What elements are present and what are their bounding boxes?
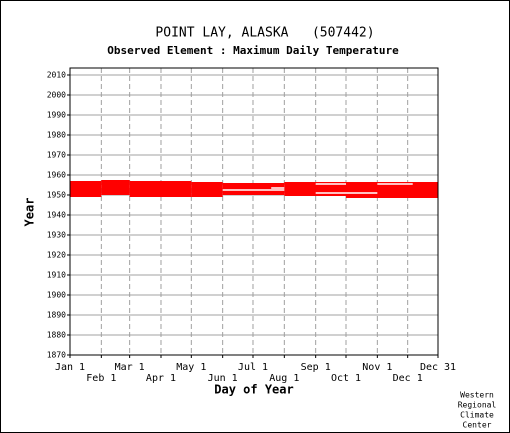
y-tick-label: 1970 bbox=[47, 151, 66, 160]
y-tick-label: 1960 bbox=[47, 171, 66, 180]
x-tick-label: Feb 1 bbox=[86, 373, 116, 384]
x-axis-label: Day of Year bbox=[214, 383, 293, 397]
data-block bbox=[129, 181, 192, 197]
x-tick-label: Apr 1 bbox=[146, 373, 176, 384]
credit-text: Center bbox=[463, 421, 492, 430]
y-tick-label: 1890 bbox=[47, 311, 66, 320]
y-tick-label: 2000 bbox=[47, 91, 66, 100]
x-tick-label: Nov 1 bbox=[362, 362, 392, 373]
plot-area bbox=[70, 68, 438, 355]
data-block bbox=[222, 183, 285, 195]
y-axis-label: Year bbox=[23, 198, 37, 227]
plot-frame bbox=[69, 67, 439, 356]
data-block bbox=[101, 180, 130, 195]
credit-text: Western bbox=[460, 391, 494, 400]
x-tick-label: Jun 1 bbox=[208, 373, 238, 384]
y-tick-label: 1920 bbox=[47, 251, 66, 260]
y-tick-label: 1880 bbox=[47, 331, 66, 340]
data-block bbox=[346, 182, 438, 198]
data-block bbox=[191, 182, 223, 197]
chart-title: POINT LAY, ALASKA (507442) bbox=[155, 26, 374, 41]
x-tick-label: Sep 1 bbox=[301, 362, 331, 373]
credit-text: Climate bbox=[460, 411, 494, 420]
x-tick-label: Aug 1 bbox=[269, 373, 299, 384]
y-tick-label: 1910 bbox=[47, 271, 66, 280]
data-block bbox=[70, 181, 102, 197]
y-tick-label: 1870 bbox=[47, 351, 66, 360]
credit-text: Regional bbox=[458, 401, 497, 410]
y-tick-label: 1950 bbox=[47, 191, 66, 200]
y-tick-label: 1930 bbox=[47, 231, 66, 240]
x-tick-label: Jul 1 bbox=[238, 362, 268, 373]
x-tick-label: Dec 31 bbox=[420, 362, 456, 373]
x-tick-label: Mar 1 bbox=[115, 362, 145, 373]
x-tick-label: May 1 bbox=[176, 362, 206, 373]
y-tick-label: 1990 bbox=[47, 111, 66, 120]
x-tick-label: Jan 1 bbox=[55, 362, 85, 373]
y-tick-label: 1940 bbox=[47, 211, 66, 220]
x-tick-label: Dec 1 bbox=[393, 373, 423, 384]
y-tick-label: 1900 bbox=[47, 291, 66, 300]
x-tick-label: Oct 1 bbox=[331, 373, 361, 384]
y-tick-label: 2010 bbox=[47, 71, 66, 80]
chart-subtitle: Observed Element : Maximum Daily Tempera… bbox=[107, 44, 399, 57]
y-tick-label: 1980 bbox=[47, 131, 66, 140]
